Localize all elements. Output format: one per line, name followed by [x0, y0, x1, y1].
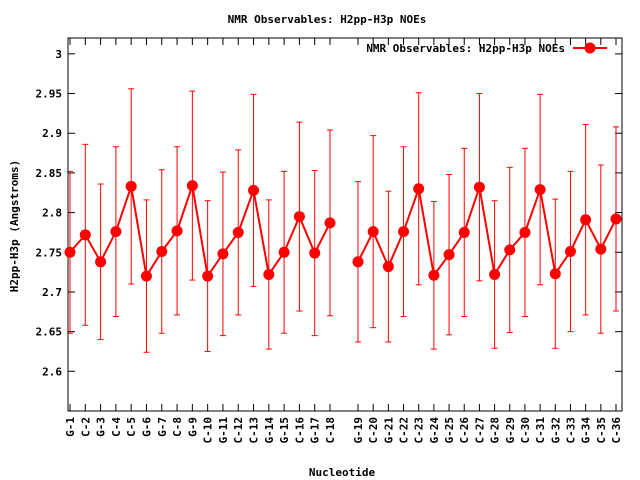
x-tick-label: G-29: [504, 417, 517, 444]
x-tick-label: C-20: [367, 417, 380, 444]
chart-title: NMR Observables: H2pp-H3p NOEs: [228, 13, 427, 26]
x-tick-label: G-3: [95, 417, 108, 437]
x-tick-label: C-31: [534, 417, 547, 444]
x-tick-label: C-30: [519, 417, 532, 444]
data-point: [367, 226, 379, 238]
y-tick-label: 2.6: [42, 365, 62, 378]
x-axis-label: Nucleotide: [309, 466, 376, 479]
data-point: [504, 244, 516, 256]
legend-marker: [584, 42, 596, 54]
data-point: [428, 269, 440, 281]
data-point: [64, 246, 76, 258]
x-tick-label: C-5: [125, 417, 138, 437]
y-tick-label: 2.8: [42, 207, 62, 220]
x-tick-label: G-7: [156, 417, 169, 437]
data-point: [458, 226, 470, 238]
series-line: [69, 185, 331, 279]
data-point: [443, 249, 455, 261]
x-tick-label: G-15: [278, 417, 291, 444]
data-point: [232, 226, 244, 238]
x-tick-label: G-34: [580, 417, 593, 444]
data-point: [324, 217, 336, 229]
data-point: [140, 270, 152, 282]
x-tick-label: C-10: [202, 417, 215, 444]
data-point: [278, 246, 290, 258]
y-tick-label: 2.7: [42, 286, 62, 299]
series-line: [357, 184, 617, 278]
legend-label: NMR Observables: H2pp-H3p NOEs: [366, 42, 565, 55]
x-tick-label: G-19: [352, 417, 365, 444]
data-point: [398, 226, 410, 238]
data-point: [580, 214, 592, 226]
x-tick-label: G-9: [186, 417, 199, 437]
data-point: [309, 247, 321, 259]
data-point: [156, 245, 168, 257]
x-tick-label: C-2: [79, 417, 92, 437]
data-point: [352, 256, 364, 268]
x-tick-label: C-27: [473, 417, 486, 444]
x-tick-label: G-24: [428, 417, 441, 444]
x-tick-label: C-36: [610, 417, 623, 444]
x-tick-label: C-26: [458, 417, 471, 444]
y-tick-label: 2.75: [36, 246, 63, 259]
data-point: [413, 183, 425, 195]
data-point: [534, 184, 546, 196]
x-tick-label: G-1: [64, 417, 77, 437]
data-point: [519, 226, 531, 238]
data-point: [564, 245, 576, 257]
data-point: [125, 180, 137, 192]
data-point: [293, 211, 305, 223]
x-tick-label: C-22: [398, 417, 411, 444]
x-tick-label: C-13: [248, 417, 261, 444]
x-tick-label: G-28: [489, 417, 502, 444]
data-point: [110, 226, 122, 238]
y-axis-label: H2pp-H3p (Angstroms): [8, 160, 21, 292]
x-tick-label: G-32: [549, 417, 562, 444]
x-tick-label: G-14: [263, 417, 276, 444]
y-tick-label: 2.9: [42, 127, 62, 140]
data-point: [610, 213, 622, 225]
data-point: [473, 181, 485, 193]
data-point: [171, 225, 183, 237]
y-tick-label: 2.65: [36, 326, 63, 339]
x-tick-label: G-25: [443, 417, 456, 444]
x-tick-label: C-33: [564, 417, 577, 444]
data-point: [95, 256, 107, 268]
data-point: [186, 180, 198, 192]
y-tick-label: 2.95: [36, 88, 63, 101]
x-tick-label: C-23: [413, 417, 426, 444]
plot-frame: [67, 37, 623, 412]
x-tick-label: G-6: [140, 417, 153, 437]
x-tick-label: C-35: [595, 417, 608, 444]
data-point: [263, 268, 275, 280]
x-tick-label: G-11: [217, 417, 230, 444]
x-tick-label: G-21: [382, 417, 395, 444]
data-point: [489, 268, 501, 280]
data-point: [79, 229, 91, 241]
y-tick-label: 2.85: [36, 167, 63, 180]
x-tick-label: C-8: [171, 417, 184, 437]
x-tick-label: C-16: [293, 417, 306, 444]
x-tick-label: C-18: [324, 417, 337, 444]
data-point: [595, 243, 607, 255]
data-point: [248, 184, 260, 196]
data-point: [217, 248, 229, 260]
legend: NMR Observables: H2pp-H3p NOEs: [366, 42, 607, 55]
x-tick-label: G-17: [309, 417, 322, 444]
x-tick-label: C-12: [232, 417, 245, 444]
data-point: [382, 261, 394, 273]
data-point: [202, 270, 214, 282]
data-point: [549, 268, 561, 280]
x-tick-label: C-4: [110, 417, 123, 437]
y-tick-label: 3: [55, 48, 62, 61]
